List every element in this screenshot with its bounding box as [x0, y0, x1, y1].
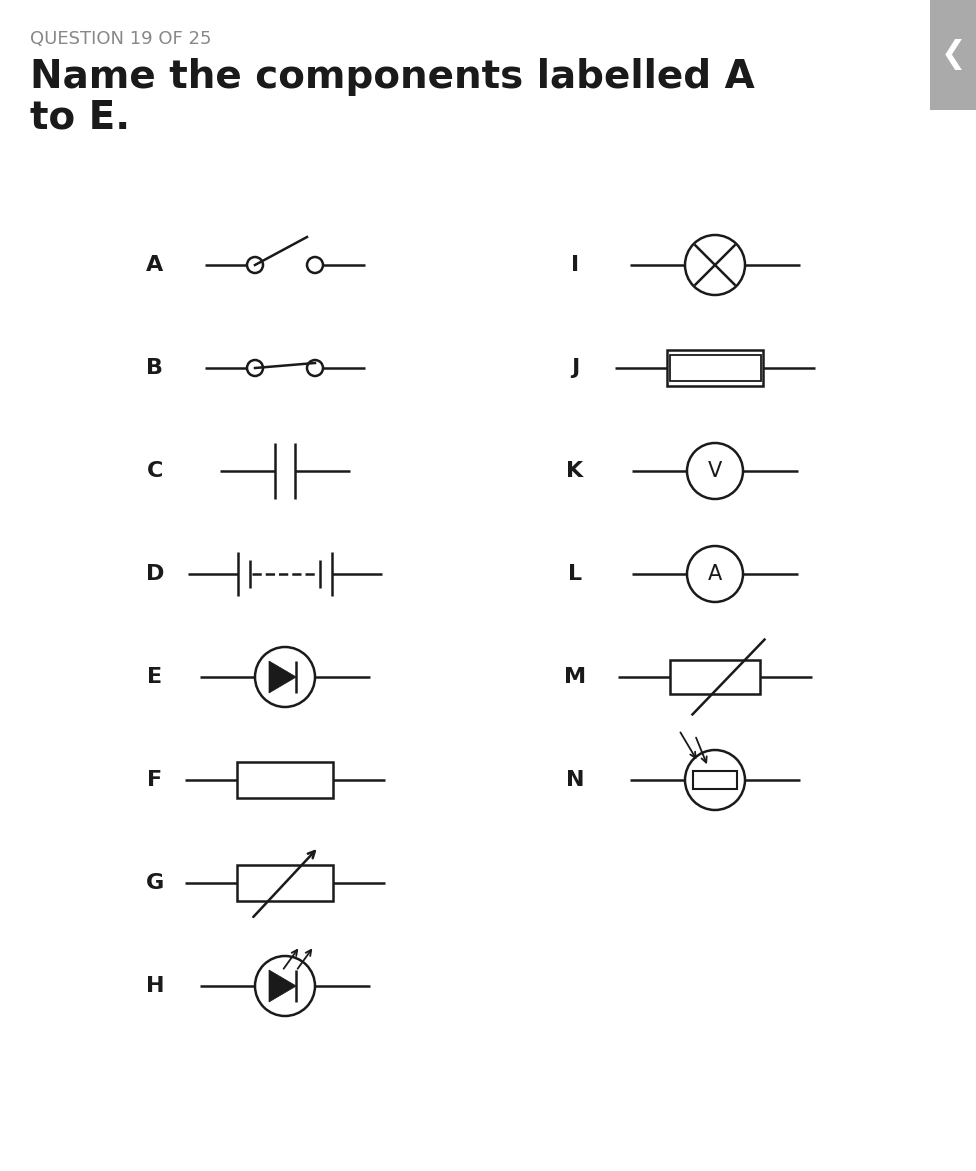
Bar	[237, 865, 333, 900]
Text: C: C	[146, 461, 163, 481]
Text: N: N	[566, 771, 585, 790]
Text: K: K	[566, 461, 584, 481]
Text: A: A	[146, 255, 164, 275]
Text: B: B	[146, 358, 164, 378]
Bar	[237, 762, 333, 797]
Polygon shape	[269, 660, 296, 693]
Text: V: V	[708, 461, 722, 481]
Text: H: H	[145, 975, 164, 997]
Bar	[670, 660, 760, 694]
Text: E: E	[147, 667, 163, 687]
Text: F: F	[147, 771, 163, 790]
Text: ❮: ❮	[940, 40, 965, 70]
Bar	[667, 350, 763, 386]
Text: I: I	[571, 255, 579, 275]
Bar	[930, 0, 976, 110]
Text: QUESTION 19 OF 25: QUESTION 19 OF 25	[30, 30, 212, 48]
Text: D: D	[145, 564, 164, 584]
Polygon shape	[269, 970, 296, 1002]
Text: L: L	[568, 564, 582, 584]
Text: M: M	[564, 667, 586, 687]
Bar	[693, 771, 737, 789]
Bar	[670, 355, 760, 381]
Text: Name the components labelled A: Name the components labelled A	[30, 59, 754, 96]
Text: G: G	[145, 874, 164, 893]
Text: J: J	[571, 358, 579, 378]
Text: A: A	[708, 564, 722, 584]
Text: to E.: to E.	[30, 98, 130, 137]
